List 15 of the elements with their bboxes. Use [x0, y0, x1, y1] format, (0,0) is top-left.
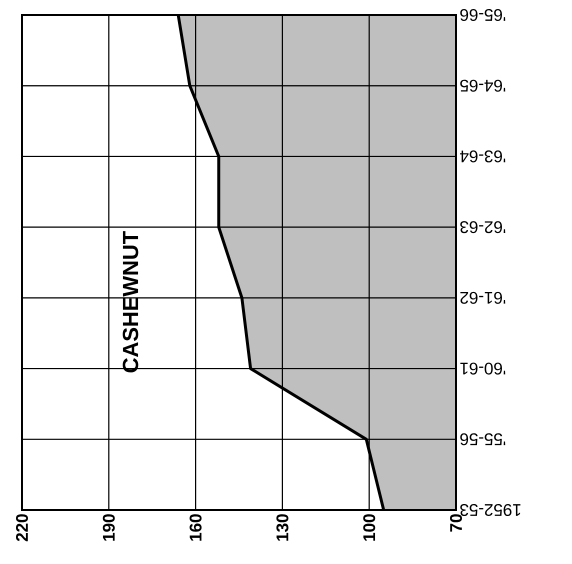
x-tick-label: 190 [102, 514, 115, 541]
x-tick-label: 130 [276, 514, 288, 541]
y-tick-label: '63-64 [460, 150, 506, 162]
x-tick-label: 100 [363, 514, 376, 541]
y-tick-label: '61-62 [460, 292, 506, 304]
annotation: CASHEWNUT [122, 231, 138, 372]
y-tick-label: '64-65 [460, 80, 506, 92]
x-tick-label: 70 [450, 514, 462, 532]
y-tick-label: 1952-53 [460, 504, 520, 516]
x-tick-label: 220 [16, 514, 28, 542]
y-tick-label: '55-56 [460, 433, 506, 446]
x-tick-label: 160 [190, 514, 202, 541]
y-tick-label: '65-66 [460, 9, 506, 21]
y-tick-label: '62-63 [460, 221, 506, 234]
y-tick-label: '60-61 [460, 362, 506, 375]
